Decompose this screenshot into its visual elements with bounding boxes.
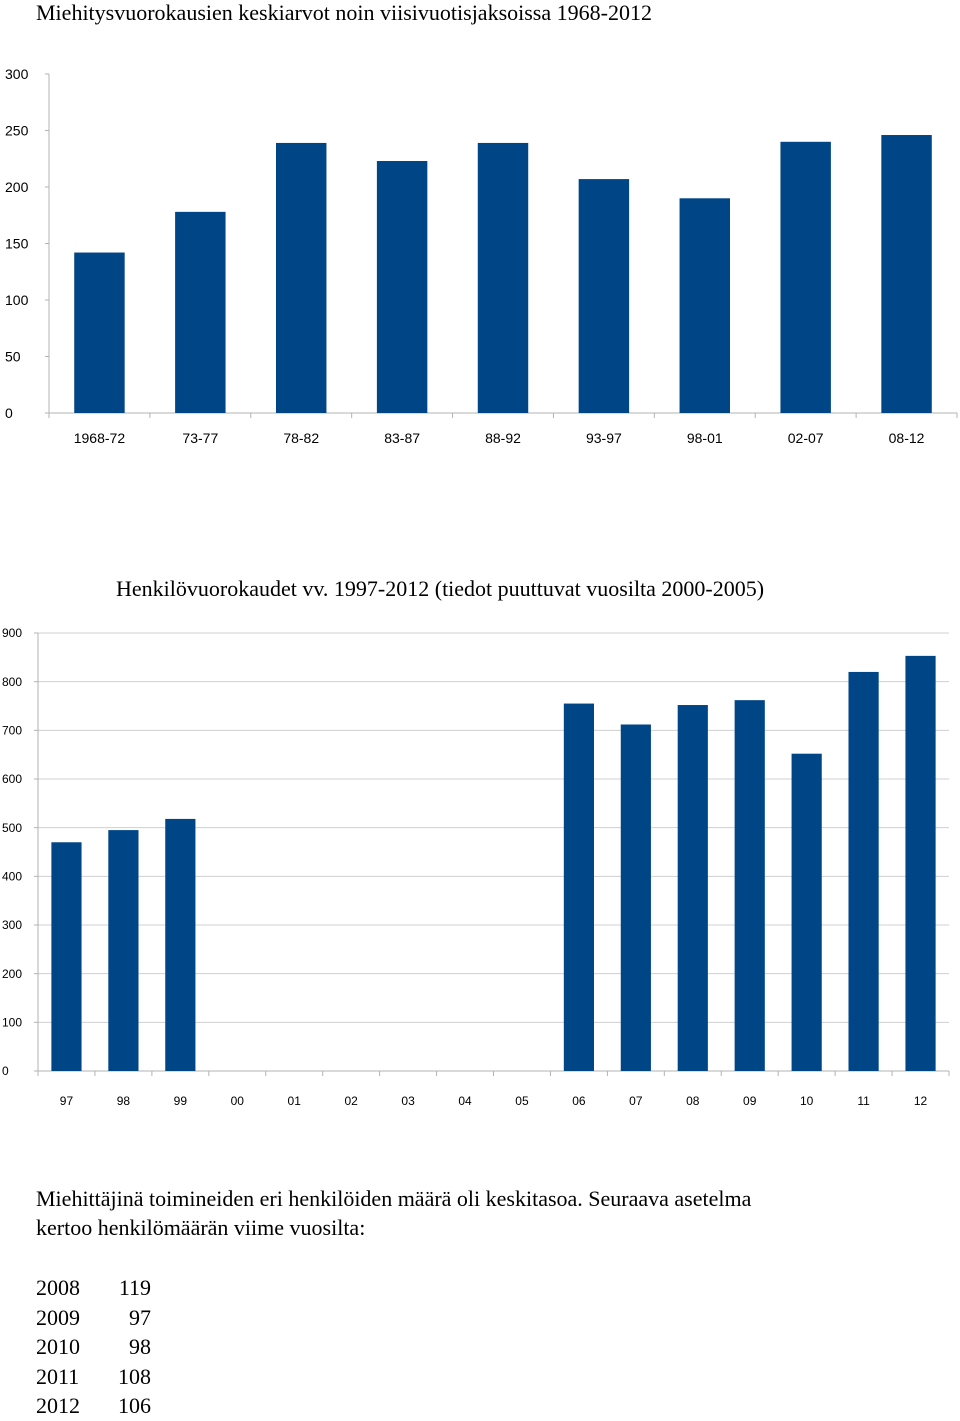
x-tick-label: 73-77 (182, 430, 218, 446)
y-tick-label: 700 (2, 724, 22, 738)
x-tick-label: 02-07 (788, 430, 824, 446)
x-tick-label: 1968-72 (74, 430, 126, 446)
paragraph-line-1: Miehittäjinä toimineiden eri henkilöiden… (36, 1186, 752, 1211)
bar-12 (905, 655, 936, 1071)
x-tick-label: 93-97 (586, 430, 622, 446)
y-tick-label: 200 (2, 967, 22, 981)
bar-07 (620, 724, 651, 1071)
person-count-year: 2009 (36, 1304, 80, 1330)
paragraph-line-2: kertoo henkilömäärän viime vuosilta: (36, 1215, 366, 1240)
bar-73-77 (175, 211, 226, 413)
x-tick-label: 05 (515, 1094, 529, 1108)
y-tick-label: 200 (5, 179, 29, 195)
person-count-year: 2010 (36, 1334, 80, 1359)
x-tick-label: 83-87 (384, 430, 420, 446)
person-count-value: 97 (129, 1304, 151, 1330)
y-tick-label: 0 (2, 1064, 9, 1078)
x-tick-label: 07 (629, 1094, 643, 1108)
x-tick-label: 04 (458, 1094, 472, 1108)
bar-88-92 (477, 142, 529, 413)
person-count-year: 2008 (36, 1275, 80, 1300)
x-tick-label: 08 (686, 1094, 700, 1108)
x-tick-label: 10 (800, 1094, 814, 1108)
person-count-table: 2008 119 2009 97 2010 98 2011 108 2012 106 (36, 1273, 151, 1421)
person-count-row: 2012 106 (36, 1391, 151, 1421)
x-tick-label: 98 (117, 1094, 131, 1108)
x-tick-label: 00 (231, 1094, 245, 1108)
person-count-row: 2010 98 (36, 1332, 151, 1362)
x-tick-label: 99 (174, 1094, 188, 1108)
bar-09 (734, 700, 765, 1071)
person-count-row: 2011 108 (36, 1362, 151, 1392)
bar-83-87 (376, 161, 428, 413)
person-count-year: 2011 (36, 1363, 80, 1389)
bar-98-01 (679, 198, 730, 413)
bar-78-82 (276, 142, 327, 413)
x-tick-label: 78-82 (283, 430, 319, 446)
y-tick-label: 300 (2, 918, 22, 932)
x-tick-label: 12 (914, 1094, 928, 1108)
x-tick-label: 02 (344, 1094, 358, 1108)
person-count-value: 106 (118, 1393, 151, 1418)
y-tick-label: 0 (5, 405, 13, 421)
x-tick-label: 11 (857, 1094, 870, 1108)
bar-10 (791, 753, 822, 1071)
chart1-title: Miehitysvuorokausien keskiarvot noin vii… (36, 0, 652, 25)
bar-08 (677, 705, 708, 1071)
x-tick-label: 98-01 (687, 430, 723, 446)
bar-11 (848, 671, 879, 1071)
bar-1968-72 (74, 252, 125, 413)
person-count-year: 2012 (36, 1393, 80, 1418)
bar-99 (165, 818, 196, 1071)
y-tick-label: 600 (2, 772, 22, 786)
chart2-title: Henkilövuorokaudet vv. 1997-2012 (tiedot… (116, 576, 765, 601)
y-tick-label: 100 (5, 292, 29, 308)
y-tick-label: 100 (2, 1016, 22, 1030)
person-count-row: 2009 97 (36, 1303, 151, 1333)
person-count-row: 2008 119 (36, 1273, 151, 1303)
y-tick-label: 300 (5, 66, 29, 82)
y-tick-label: 400 (2, 870, 22, 884)
bar-93-97 (578, 179, 630, 413)
person-count-value: 119 (118, 1275, 151, 1300)
y-tick-label: 250 (5, 122, 29, 138)
x-tick-label: 06 (572, 1094, 586, 1108)
bar-97 (51, 842, 82, 1071)
chart2-bar-chart: 0 100 200 300 400 500 600 700 800 900 97 98 99 00 01 02… (2, 626, 950, 1108)
y-tick-label: 500 (2, 821, 22, 835)
person-count-value: 108 (118, 1363, 151, 1389)
y-tick-label: 150 (5, 235, 29, 251)
y-tick-label: 900 (2, 626, 22, 640)
x-tick-label: 88-92 (485, 430, 521, 446)
x-tick-label: 08-12 (889, 430, 925, 446)
x-tick-label: 09 (743, 1094, 757, 1108)
bar-98 (108, 830, 139, 1071)
y-tick-label: 50 (5, 348, 21, 364)
bar-08-12 (881, 135, 932, 413)
x-tick-label: 03 (401, 1094, 415, 1108)
x-tick-label: 97 (60, 1094, 74, 1108)
y-tick-label: 800 (2, 675, 22, 689)
paragraph: Miehittäjinä toimineiden eri henkilöiden… (36, 1184, 930, 1242)
person-count-value: 98 (129, 1334, 151, 1359)
x-tick-label: 01 (288, 1094, 302, 1108)
bar-02-07 (780, 141, 831, 414)
chart1-bar-chart: 0 50 100 150 200 250 300 1968-72 73-77 78-82 83-87… (5, 66, 958, 446)
bar-06 (563, 703, 594, 1071)
